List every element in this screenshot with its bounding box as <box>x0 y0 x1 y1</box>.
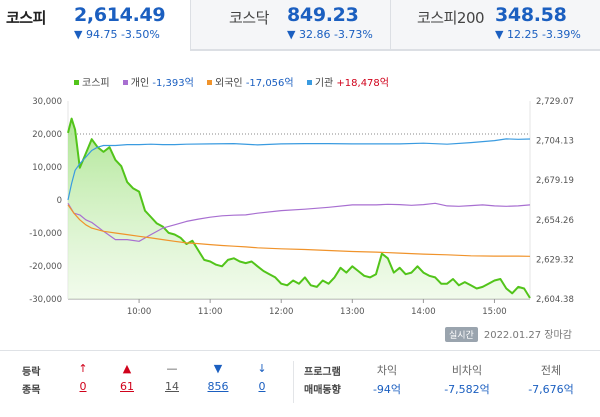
breadth-down[interactable]: ▼ 856 <box>203 362 233 395</box>
y-right-tick-label: 2,679.19 <box>536 176 574 186</box>
chart-ticks: 30,000 20,000 10,000 0 -10,000 -20,000 -30,000… <box>29 97 574 317</box>
bottom-panel: 등락 종목 ↑ 0 ▲ 61 — 14 ▼ 856 ↓ 0 프로그램 매매동향 … <box>0 350 600 413</box>
chart-marks <box>67 117 531 299</box>
tab-kospi200-name: 코스피200 <box>417 9 485 27</box>
tab-kosdaq-value: 849.23 <box>287 4 359 26</box>
y-left-tick-label: -10,000 <box>29 229 62 239</box>
individual-line <box>67 202 531 242</box>
legend-institution[interactable]: 기관 +18,478억 <box>306 74 389 89</box>
program-non-arbitrage: 비차익 -7,582억 <box>432 362 502 397</box>
tab-divider <box>190 50 600 51</box>
breadth-label-1: 등락 <box>22 367 41 378</box>
lower-limit-arrow-icon: ↓ <box>257 362 267 375</box>
y-right-tick-label: 2,629.32 <box>536 255 574 265</box>
legend-individual[interactable]: 개인 -1,393억 <box>122 74 194 89</box>
breadth-unchanged[interactable]: — 14 <box>157 362 187 395</box>
trade-date: 2022.01.27 <box>483 330 542 341</box>
x-tick-label: 11:00 <box>198 307 223 317</box>
tab-kosdaq[interactable]: 코스닥 849.23 ▼ 32.86 -3.73% <box>190 0 390 50</box>
legend-individual-label: 개인 <box>130 78 150 89</box>
breadth-lower-limit-count[interactable]: 0 <box>258 380 266 393</box>
kospi-line <box>67 117 531 299</box>
down-triangle-icon: ▼ <box>213 362 223 375</box>
foreign-line <box>67 204 531 257</box>
legend-institution-swatch <box>306 79 312 85</box>
y-left-tick-label: 20,000 <box>32 130 62 140</box>
legend-individual-value: -1,393억 <box>152 78 194 89</box>
tab-kosdaq-change: ▼ 32.86 -3.73% <box>287 28 373 41</box>
legend-institution-value: +18,478억 <box>336 78 389 89</box>
kospi-area <box>68 118 530 299</box>
y-left-tick-label: -30,000 <box>29 295 62 305</box>
legend-foreign-swatch <box>207 79 213 85</box>
legend-kospi-swatch <box>74 79 79 85</box>
program-non-arbitrage-header: 비차익 <box>451 364 483 377</box>
program-arbitrage-header: 차익 <box>376 364 398 377</box>
breadth-label-2: 종목 <box>22 385 41 396</box>
program-total: 전체 -7,676억 <box>516 362 586 397</box>
legend-foreign-value: -17,056억 <box>245 78 294 89</box>
y-right-tick-label: 2,704.13 <box>536 137 574 147</box>
program-total-header: 전체 <box>540 364 562 377</box>
y-right-tick-label: 2,654.26 <box>536 216 574 226</box>
up-triangle-icon: ▲ <box>122 362 132 375</box>
y-right-tick-label: 2,729.07 <box>536 97 574 107</box>
breadth-up[interactable]: ▲ 61 <box>112 362 142 395</box>
y-left-tick-label: 0 <box>57 196 62 206</box>
y-right-tick-label: 2,604.38 <box>536 295 574 305</box>
x-tick-label: 14:00 <box>411 307 436 317</box>
x-tick-label: 15:00 <box>482 307 507 317</box>
y-left-tick-label: 10,000 <box>32 163 62 173</box>
realtime-badge[interactable]: 실시간 <box>445 327 478 342</box>
investor-trend-chart: 30,000 20,000 10,000 0 -10,000 -20,000 -30,000… <box>29 97 574 317</box>
chart-legend: 코스피 개인 -1,393억 외국인 -17,056억 기관 +18,478억 <box>74 74 399 89</box>
program-total-value: -7,676억 <box>528 383 574 396</box>
tab-kospi-change: ▼ 94.75 -3.50% <box>74 28 160 41</box>
y-left-tick-label: 30,000 <box>32 97 62 107</box>
tab-kospi200-change: ▼ 12.25 -3.39% <box>495 28 581 41</box>
legend-kospi[interactable]: 코스피 <box>74 74 110 89</box>
tab-kospi200-value: 348.58 <box>495 4 567 26</box>
tab-kosdaq-name: 코스닥 <box>229 9 269 27</box>
index-tabs: 코스피 2,614.49 ▼ 94.75 -3.50% 코스닥 849.23 ▼… <box>0 0 600 51</box>
legend-foreign-label: 외국인 <box>215 78 243 89</box>
y-left-tick-label: -20,000 <box>29 262 62 272</box>
program-arbitrage-value: -94억 <box>372 383 402 396</box>
program-non-arbitrage-value: -7,582억 <box>444 383 490 396</box>
breadth-upper-limit-count[interactable]: 0 <box>79 380 87 393</box>
upper-limit-arrow-icon: ↑ <box>78 362 88 375</box>
legend-institution-label: 기관 <box>314 78 334 89</box>
legend-foreign[interactable]: 외국인 -17,056억 <box>207 74 294 89</box>
tab-kospi-name: 코스피 <box>6 9 46 27</box>
legend-kospi-label: 코스피 <box>82 78 110 89</box>
breadth-upper-limit[interactable]: ↑ 0 <box>68 362 98 395</box>
institution-line <box>67 138 531 201</box>
breadth-lower-limit[interactable]: ↓ 0 <box>247 362 277 395</box>
program-arbitrage: 차익 -94억 <box>362 362 412 397</box>
market-status: 장마감 <box>544 330 572 341</box>
program-label-2: 매매동향 <box>304 385 341 396</box>
x-tick-label: 13:00 <box>340 307 365 317</box>
panel-divider <box>293 361 294 403</box>
x-tick-label: 12:00 <box>269 307 294 317</box>
legend-individual-swatch <box>122 79 128 85</box>
tab-kospi[interactable]: 코스피 2,614.49 ▼ 94.75 -3.50% <box>0 0 190 50</box>
program-label-1: 프로그램 <box>304 367 341 378</box>
breadth-down-count[interactable]: 856 <box>207 380 229 393</box>
breadth-up-count[interactable]: 61 <box>120 380 134 393</box>
breadth-unchanged-count[interactable]: 14 <box>165 380 179 393</box>
timestamp: 실시간 2022.01.27 장마감 <box>445 326 572 342</box>
tab-kospi-value: 2,614.49 <box>74 4 166 26</box>
tab-kospi200[interactable]: 코스피200 348.58 ▼ 12.25 -3.39% <box>390 0 600 50</box>
unchanged-dash-icon: — <box>166 362 178 375</box>
x-tick-label: 10:00 <box>127 307 152 317</box>
